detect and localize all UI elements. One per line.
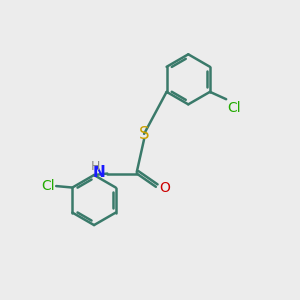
Text: S: S bbox=[139, 125, 149, 143]
Text: N: N bbox=[93, 166, 106, 181]
Text: O: O bbox=[159, 181, 170, 195]
Text: H: H bbox=[90, 160, 100, 173]
Text: Cl: Cl bbox=[228, 101, 241, 115]
Text: Cl: Cl bbox=[41, 179, 55, 193]
